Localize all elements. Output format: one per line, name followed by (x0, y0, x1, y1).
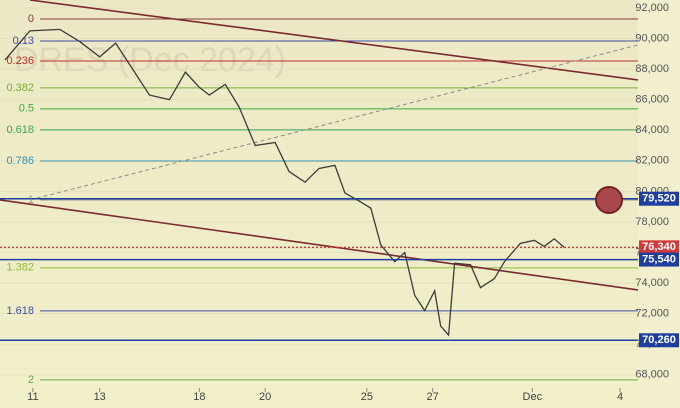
x-tick-label: 4 (617, 391, 623, 403)
fib-label: 0.5 (19, 103, 34, 115)
fib-label: 0.13 (13, 35, 34, 47)
fib-label: 0.382 (6, 82, 34, 94)
y-tick-label: 68,000 (635, 369, 669, 381)
y-tick-label: 92,000 (635, 2, 669, 14)
y-tick-label: 72,000 (635, 308, 669, 320)
price-tag (639, 333, 679, 348)
y-tick-label: 88,000 (635, 63, 669, 75)
price-tag-label: 75,540 (642, 253, 676, 265)
marker-circle (595, 186, 623, 214)
fib-label: 1.382 (6, 262, 34, 274)
x-tick-label: 11 (27, 391, 38, 403)
fib-label: 0.786 (6, 155, 34, 167)
y-tick-label: 82,000 (635, 155, 669, 167)
x-tick-label: 20 (259, 391, 271, 403)
price-tag-label: 79,520 (642, 193, 676, 205)
fib-label: 2 (28, 374, 34, 386)
y-tick-label: 84,000 (635, 124, 669, 136)
fib-label: 0 (28, 13, 34, 25)
fib-label: 1 (28, 194, 34, 206)
y-tick-label: 78,000 (635, 216, 669, 228)
price-tag-label: 76,340 (642, 241, 676, 253)
trend-line (0, 199, 639, 291)
x-tick-label: 18 (193, 391, 205, 403)
price-tag (639, 240, 679, 255)
fib-label: 0.618 (6, 124, 34, 136)
y-tick-label: 86,000 (635, 94, 669, 106)
fib-label: 0.236 (6, 55, 34, 67)
x-tick-label: 27 (427, 391, 439, 403)
price-line (4, 28, 565, 337)
trend-line (29, 0, 639, 81)
x-tick-label: 25 (361, 391, 373, 403)
watermark: DRES (Dec 2024) (14, 41, 286, 79)
price-tag (639, 191, 679, 206)
price-tag-label: 70,260 (642, 334, 676, 346)
x-tick-label: 13 (94, 391, 106, 403)
y-tick-label: 74,000 (635, 277, 669, 289)
y-tick-label: 90,000 (635, 32, 669, 44)
price-tag (639, 252, 679, 267)
x-tick-label: Dec (523, 391, 543, 403)
fib-label: 1.618 (6, 305, 34, 317)
